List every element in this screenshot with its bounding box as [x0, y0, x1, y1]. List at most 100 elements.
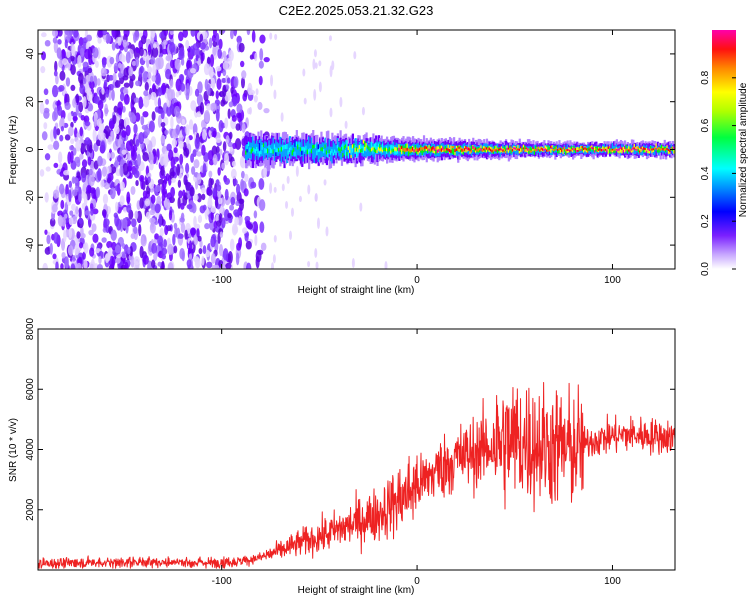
signal-cell: [347, 152, 350, 159]
signal-cell: [514, 147, 517, 150]
signal-cell: [320, 147, 323, 151]
noise-cell: [245, 220, 252, 229]
noise-cell: [228, 101, 234, 108]
signal-cell: [567, 149, 571, 152]
signal-cell: [614, 148, 617, 151]
signal-cell: [351, 145, 355, 153]
noise-cell: [114, 80, 121, 88]
signal-cell: [447, 148, 450, 152]
noise-cell: [225, 135, 230, 145]
signal-cell: [272, 145, 275, 153]
signal-cell: [276, 148, 279, 153]
noise-cell: [75, 103, 79, 116]
signal-cell: [547, 145, 550, 150]
noise-cell: [222, 248, 229, 261]
signal-cell: [409, 148, 412, 153]
noise-cell: [68, 217, 74, 226]
signal-cell: [580, 145, 583, 151]
noise-cell: [328, 35, 332, 42]
noise-cell: [361, 106, 365, 116]
noise-cell: [123, 30, 130, 38]
noise-cell: [47, 144, 54, 150]
noise-cell: [79, 153, 84, 160]
noise-cell: [84, 48, 91, 60]
signal-cell: [288, 147, 292, 153]
noise-cell: [60, 263, 64, 269]
noise-cell: [59, 134, 64, 142]
y-tick-label: -40: [25, 237, 36, 252]
noise-cell: [93, 95, 100, 104]
noise-cell: [107, 172, 114, 182]
noise-cell: [359, 202, 363, 212]
noise-cell: [247, 82, 253, 96]
noise-cell: [63, 229, 67, 243]
signal-cell: [394, 146, 397, 151]
signal-cell: [669, 149, 672, 153]
noise-cell: [236, 242, 242, 251]
signal-cell: [621, 149, 624, 154]
noise-cell: [123, 87, 129, 97]
noise-cell: [109, 56, 115, 65]
signal-cell: [342, 143, 345, 150]
signal-cell: [539, 149, 542, 152]
signal-cell: [416, 147, 419, 152]
signal-cell: [503, 148, 506, 152]
signal-cell: [536, 148, 539, 151]
signal-cell: [624, 146, 627, 149]
signal-cell: [432, 145, 435, 150]
noise-cell: [273, 186, 277, 193]
noise-cell: [207, 150, 214, 161]
signal-cell: [422, 147, 426, 151]
signal-cell: [354, 148, 357, 153]
signal-cell: [485, 147, 489, 153]
signal-cell: [655, 143, 658, 149]
noise-cell: [197, 214, 203, 224]
signal-cell: [283, 146, 286, 156]
x-tick-label: 100: [604, 275, 621, 286]
signal-cell: [474, 148, 478, 153]
noise-cell: [121, 130, 127, 138]
signal-cell: [619, 146, 623, 150]
signal-cell: [424, 145, 427, 150]
noise-cell: [143, 95, 150, 108]
signal-cell: [349, 145, 352, 152]
signal-cell: [450, 149, 453, 153]
signal-cell: [250, 149, 253, 154]
signal-cell: [295, 141, 298, 146]
signal-cell: [256, 140, 259, 149]
spectrogram-y-ticks: -40 -20 0 20 40: [25, 48, 675, 252]
signal-cell: [334, 149, 337, 153]
noise-cell: [204, 223, 210, 230]
noise-cell: [88, 58, 93, 66]
signal-cell: [550, 148, 553, 153]
colorbar-tick-label: 0.4: [700, 166, 711, 180]
noise-cell: [180, 82, 186, 92]
noise-cell: [194, 88, 200, 97]
signal-cell: [582, 147, 586, 151]
noise-cell: [82, 251, 86, 260]
signal-cell: [559, 149, 562, 153]
noise-cell: [211, 34, 217, 43]
noise-cell: [43, 122, 48, 130]
signal-cell: [403, 147, 406, 152]
signal-cell: [566, 148, 569, 151]
noise-cell: [173, 222, 178, 230]
signal-cell: [576, 147, 579, 152]
signal-cell: [489, 148, 493, 152]
signal-cell: [301, 147, 304, 155]
signal-cell: [414, 145, 417, 153]
noise-cell: [184, 68, 189, 76]
signal-cell: [459, 147, 463, 150]
noise-cell: [215, 108, 220, 122]
signal-cell: [317, 144, 320, 153]
noise-cell: [226, 77, 231, 84]
signal-cell: [637, 147, 640, 153]
noise-cell: [186, 259, 192, 268]
noise-cell: [255, 88, 259, 96]
signal-cell: [546, 146, 549, 151]
signal-cell: [615, 148, 618, 151]
signal-cell: [604, 148, 608, 151]
noise-cell: [177, 179, 182, 188]
noise-cell: [57, 39, 62, 45]
signal-cell: [342, 153, 345, 158]
